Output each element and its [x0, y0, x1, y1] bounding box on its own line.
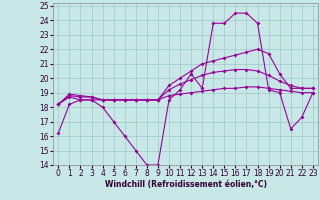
X-axis label: Windchill (Refroidissement éolien,°C): Windchill (Refroidissement éolien,°C) [105, 180, 267, 189]
